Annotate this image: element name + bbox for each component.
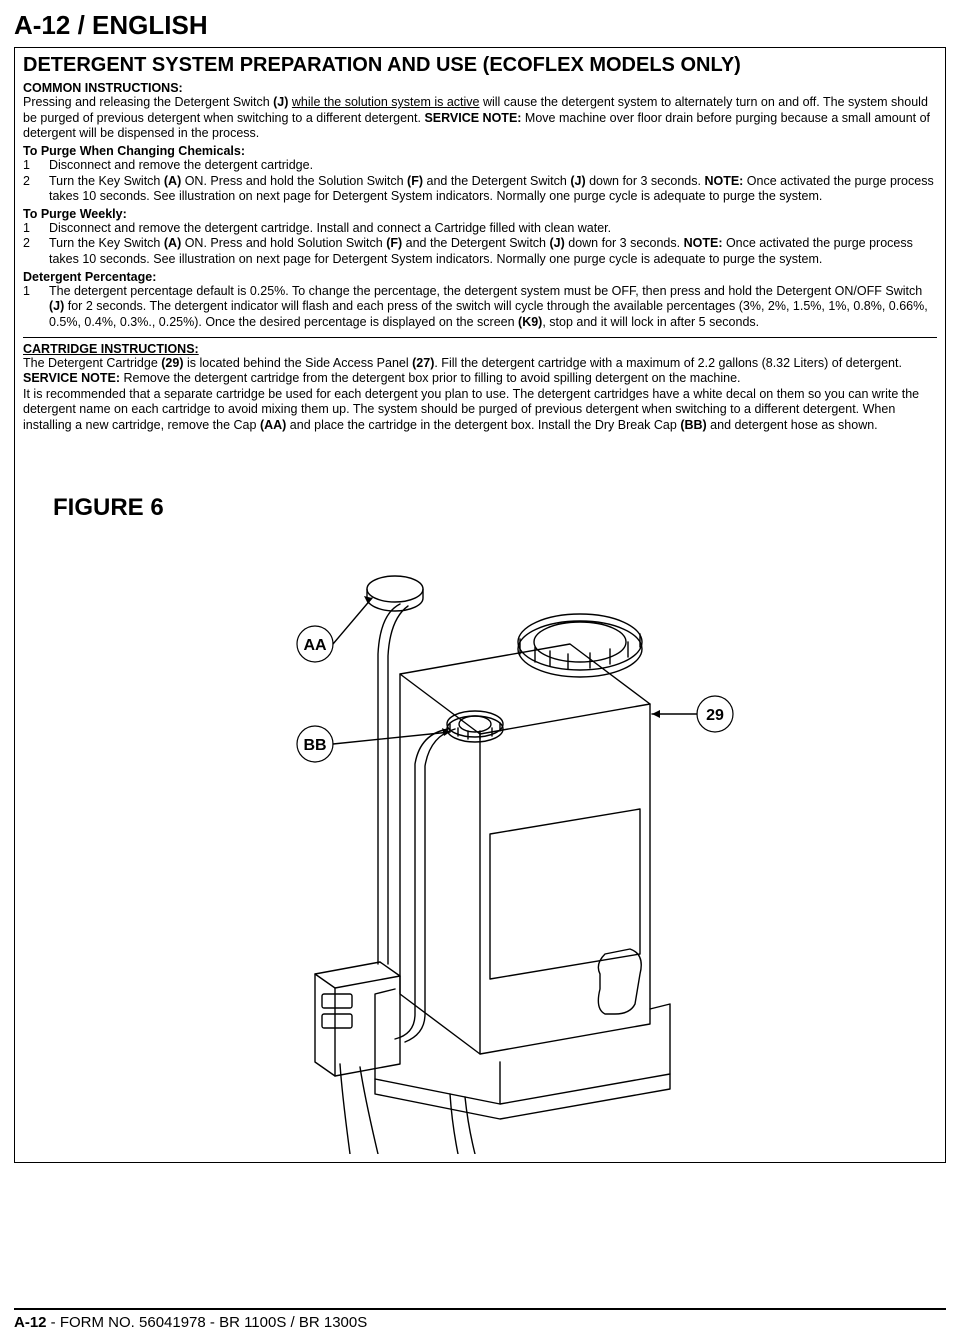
text: and detergent hose as shown. bbox=[707, 418, 878, 432]
detergent-percentage-item-1: 1 The detergent percentage default is 0.… bbox=[23, 284, 937, 331]
figure-title: FIGURE 6 bbox=[53, 494, 937, 522]
intro-underline: while the solution system is active bbox=[292, 95, 480, 109]
common-instructions-label: COMMON INSTRUCTIONS: bbox=[23, 81, 937, 95]
note-label: NOTE: bbox=[704, 174, 743, 188]
divider bbox=[23, 337, 937, 338]
text: is located behind the Side Access Panel bbox=[184, 356, 413, 370]
purge-change-item-1: 1 Disconnect and remove the detergent ca… bbox=[23, 158, 937, 174]
page-footer: A-12 - FORM NO. 56041978 - BR 1100S / BR… bbox=[0, 1302, 960, 1341]
switch-f-ref: (F) bbox=[386, 236, 402, 250]
list-number: 2 bbox=[23, 236, 49, 267]
cartridge-paragraph: The Detergent Cartridge (29) is located … bbox=[23, 356, 937, 434]
text: down for 3 seconds. bbox=[565, 236, 684, 250]
list-number: 1 bbox=[23, 284, 49, 331]
text: ON. Press and hold the Solution Switch bbox=[181, 174, 407, 188]
text: and place the cartridge in the detergent… bbox=[286, 418, 680, 432]
purge-weekly-item-2: 2 Turn the Key Switch (A) ON. Press and … bbox=[23, 236, 937, 267]
text: Turn the Key Switch bbox=[49, 174, 164, 188]
purge-weekly-item-1: 1 Disconnect and remove the detergent ca… bbox=[23, 221, 937, 237]
service-note-label: SERVICE NOTE: bbox=[424, 111, 521, 125]
footer-divider bbox=[14, 1308, 946, 1310]
text: The Detergent Cartridge bbox=[23, 356, 161, 370]
intro-paragraph: Pressing and releasing the Detergent Swi… bbox=[23, 95, 937, 142]
switch-j-ref: (J) bbox=[273, 95, 288, 109]
note-label: NOTE: bbox=[684, 236, 723, 250]
cartridge-instructions-label: CARTRIDGE INSTRUCTIONS: bbox=[23, 342, 937, 356]
section-title: DETERGENT SYSTEM PREPARATION AND USE (EC… bbox=[23, 54, 937, 77]
ref-29: (29) bbox=[161, 356, 183, 370]
text: Remove the detergent cartridge from the … bbox=[120, 371, 741, 385]
text: down for 3 seconds. bbox=[586, 174, 705, 188]
intro-pre: Pressing and releasing the Detergent Swi… bbox=[23, 95, 273, 109]
page-header: A-12 / ENGLISH bbox=[14, 10, 946, 41]
text: The detergent percentage default is 0.25… bbox=[49, 284, 922, 298]
label-29: 29 bbox=[706, 707, 724, 724]
switch-f-ref: (F) bbox=[407, 174, 423, 188]
ref-27: (27) bbox=[412, 356, 434, 370]
figure-6-diagram: AA BB 29 bbox=[23, 534, 937, 1154]
purge-weekly-label: To Purge Weekly: bbox=[23, 207, 937, 221]
label-bb: BB bbox=[303, 737, 326, 754]
text: and the Detergent Switch bbox=[402, 236, 549, 250]
text: Turn the Key Switch bbox=[49, 236, 164, 250]
switch-j-ref: (J) bbox=[549, 236, 564, 250]
footer-page-number: A-12 bbox=[14, 1314, 47, 1331]
content-frame: DETERGENT SYSTEM PREPARATION AND USE (EC… bbox=[14, 47, 946, 1163]
screen-k9-ref: (K9) bbox=[518, 315, 542, 329]
text: . Fill the detergent cartridge with a ma… bbox=[434, 356, 902, 370]
service-note-label-2: SERVICE NOTE: bbox=[23, 371, 120, 385]
key-a-ref: (A) bbox=[164, 236, 181, 250]
list-body: Disconnect and remove the detergent cart… bbox=[49, 221, 937, 237]
switch-j-ref: (J) bbox=[570, 174, 585, 188]
ref-bb: (BB) bbox=[680, 418, 706, 432]
list-number: 1 bbox=[23, 221, 49, 237]
text: for 2 seconds. The detergent indicator w… bbox=[49, 299, 928, 329]
label-aa: AA bbox=[303, 637, 327, 654]
text: , stop and it will lock in after 5 secon… bbox=[542, 315, 759, 329]
purge-change-label: To Purge When Changing Chemicals: bbox=[23, 144, 937, 158]
list-number: 1 bbox=[23, 158, 49, 174]
text: ON. Press and hold Solution Switch bbox=[181, 236, 386, 250]
list-body: Disconnect and remove the detergent cart… bbox=[49, 158, 937, 174]
detergent-percentage-label: Detergent Percentage: bbox=[23, 270, 937, 284]
purge-change-item-2: 2 Turn the Key Switch (A) ON. Press and … bbox=[23, 174, 937, 205]
list-body: The detergent percentage default is 0.25… bbox=[49, 284, 937, 331]
list-body: Turn the Key Switch (A) ON. Press and ho… bbox=[49, 174, 937, 205]
list-body: Turn the Key Switch (A) ON. Press and ho… bbox=[49, 236, 937, 267]
text: and the Detergent Switch bbox=[423, 174, 570, 188]
list-number: 2 bbox=[23, 174, 49, 205]
footer-form-number: - FORM NO. 56041978 - BR 1100S / BR 1300… bbox=[47, 1314, 368, 1331]
ref-aa: (AA) bbox=[260, 418, 286, 432]
key-a-ref: (A) bbox=[164, 174, 181, 188]
switch-j-ref: (J) bbox=[49, 299, 64, 313]
